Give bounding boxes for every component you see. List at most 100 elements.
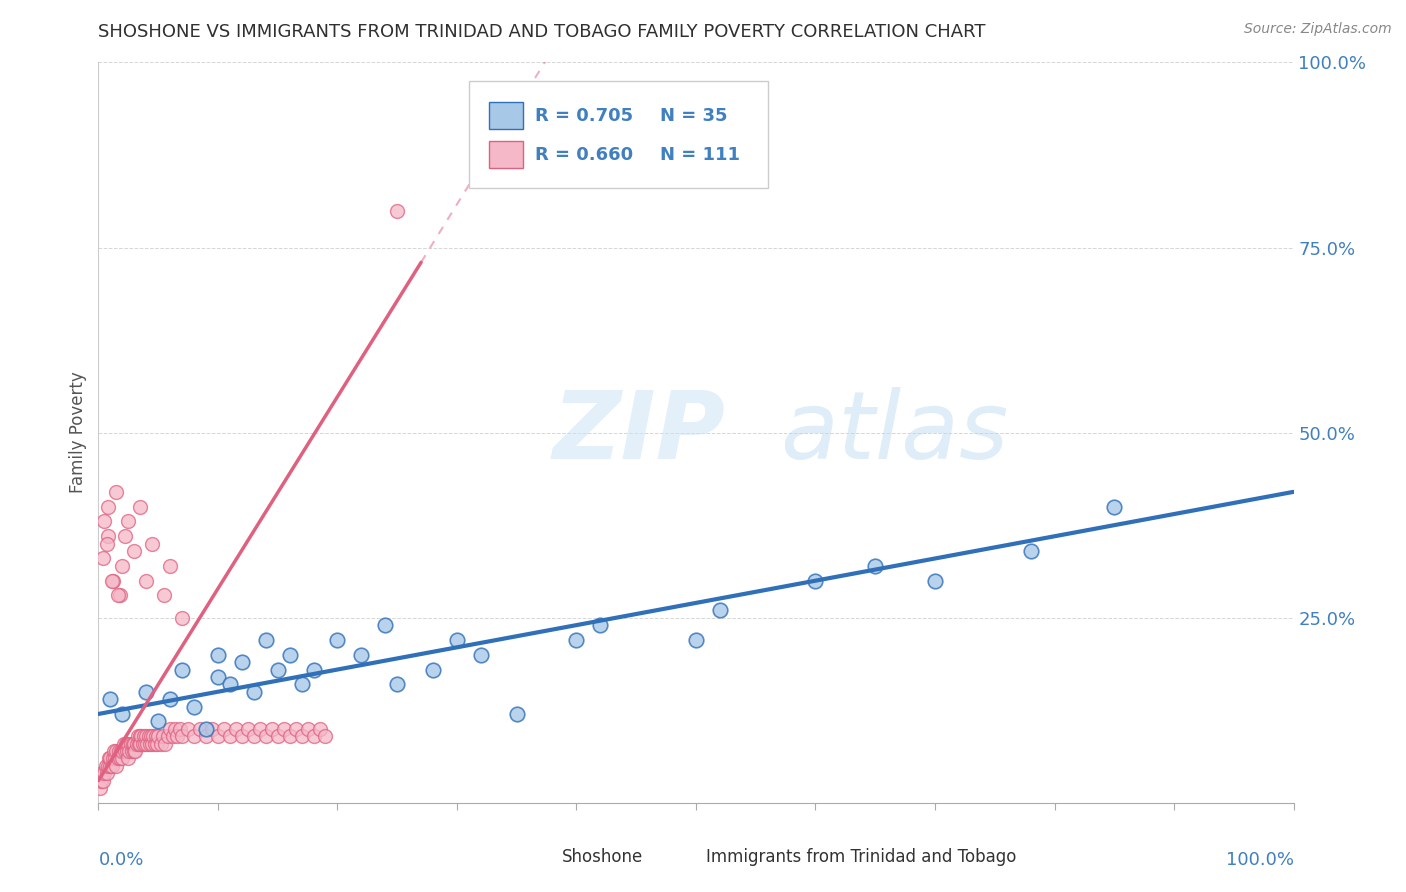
Point [278,648,301,662]
Text: 100.0%: 100.0% [1226,851,1294,869]
Point [267,729,290,743]
Point [159,722,181,736]
Point [172,610,194,624]
Point [114,744,136,758]
Point [162,729,184,743]
Point [148,714,170,729]
Point [260,722,283,736]
Point [172,729,194,743]
Point [159,558,181,573]
Point [96,766,118,780]
FancyBboxPatch shape [470,81,768,188]
Point [709,603,731,617]
Point [243,685,266,699]
Point [89,780,111,795]
Point [385,677,409,691]
Point [108,589,131,603]
Text: N = 35: N = 35 [661,107,728,125]
Point [127,729,149,743]
Point [112,737,135,751]
Point [96,536,118,550]
Point [107,744,129,758]
Point [110,744,132,758]
Point [236,722,259,736]
Point [129,737,152,751]
Point [308,722,330,736]
Point [98,751,121,765]
Point [104,751,127,765]
Point [152,729,174,743]
Point [284,722,307,736]
Point [135,685,157,699]
Point [326,632,349,647]
Bar [489,141,523,169]
Point [297,722,319,736]
Point [243,729,266,743]
Text: Shoshone: Shoshone [562,848,644,866]
Point [254,632,277,647]
Point [565,632,588,647]
Point [135,574,157,588]
Point [219,729,242,743]
Point [125,737,148,751]
Point [169,722,191,736]
Point [201,722,224,736]
Point [132,729,155,743]
Point [135,729,157,743]
Point [118,744,141,758]
Point [107,589,129,603]
Point [136,737,159,751]
Point [111,744,134,758]
Point [122,737,145,751]
Point [143,737,166,751]
Point [195,729,218,743]
Point [149,737,172,751]
Point [97,500,120,514]
Point [924,574,946,588]
Text: R = 0.660: R = 0.660 [534,146,633,164]
Point [101,751,124,765]
Text: ZIP: ZIP [553,386,725,479]
Point [1019,544,1042,558]
Point [131,729,153,743]
Point [273,722,295,736]
Point [105,744,128,758]
Point [93,515,115,529]
Point [177,722,200,736]
Point [254,729,277,743]
Point [139,737,162,751]
Point [141,536,163,550]
Point [129,729,152,743]
Point [156,729,179,743]
Point [97,529,120,543]
Text: SHOSHONE VS IMMIGRANTS FROM TRINIDAD AND TOBAGO FAMILY POVERTY CORRELATION CHART: SHOSHONE VS IMMIGRANTS FROM TRINIDAD AND… [98,23,986,41]
Point [183,729,205,743]
Point [231,729,253,743]
Point [91,551,114,566]
Point [446,632,468,647]
Text: Immigrants from Trinidad and Tobago: Immigrants from Trinidad and Tobago [706,848,1017,866]
Point [385,203,409,218]
Point [129,500,152,514]
Point [93,766,115,780]
Point [120,737,142,751]
Text: N = 111: N = 111 [661,146,740,164]
Point [302,729,325,743]
Point [115,744,138,758]
Point [506,706,529,721]
Point [804,574,827,588]
Point [107,751,129,765]
Point [291,677,314,691]
Point [207,670,229,684]
Point [98,758,122,772]
Point [131,737,153,751]
Point [374,618,396,632]
Point [97,758,120,772]
Point [166,729,188,743]
Point [100,758,122,772]
Point [589,618,612,632]
Point [94,758,117,772]
Text: 0.0%: 0.0% [98,851,143,869]
Point [422,663,444,677]
Point [278,729,301,743]
